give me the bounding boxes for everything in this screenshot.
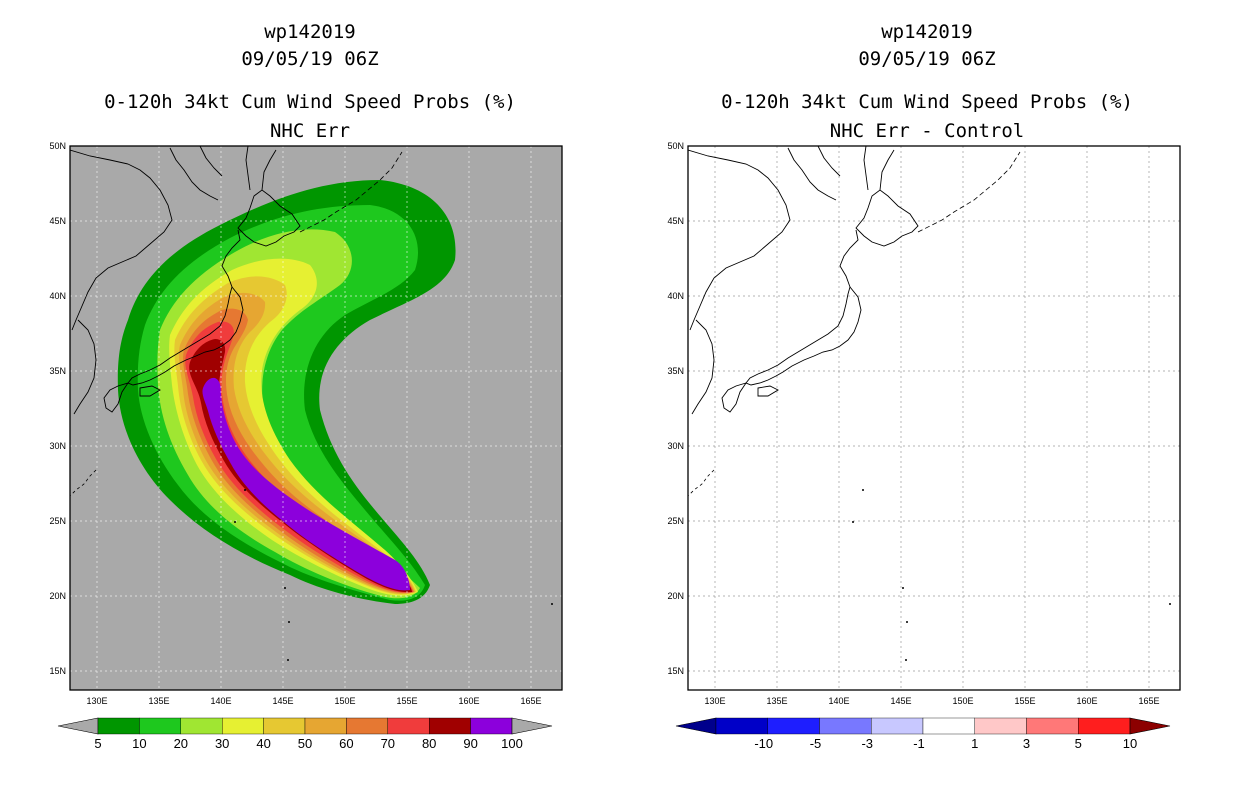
left-colorbar-label: 90 (463, 736, 477, 751)
left-lon-label: 165E (520, 696, 541, 706)
left-lat-label: 25N (49, 516, 66, 526)
right-title-line3: 0-120h 34kt Cum Wind Speed Probs (%) (721, 91, 1133, 113)
right-colorbar-over-arrow (1129, 717, 1171, 735)
left-lat-label: 35N (49, 366, 66, 376)
left-lat-label: 45N (49, 216, 66, 226)
left-colorbar-label: 70 (381, 736, 395, 751)
right-colorbar-label: -3 (861, 736, 873, 751)
right-colorbar-label: 1 (971, 736, 978, 751)
left-lon-label: 130E (86, 696, 107, 706)
right-lat-label: 30N (667, 441, 684, 451)
right-lat-label: 25N (667, 516, 684, 526)
left-colorbar-label: 100 (501, 736, 523, 751)
right-lat-label: 50N (667, 141, 684, 151)
right-lon-label: 135E (766, 696, 787, 706)
right-colorbar-swatch (819, 717, 872, 735)
left-colorbar-label: 50 (298, 736, 312, 751)
left-colorbar-label: 30 (215, 736, 229, 751)
left-lon-label: 145E (272, 696, 293, 706)
right-lon-label: 140E (828, 696, 849, 706)
left-map-panel: 50N 45N 40N 35N 30N 25N 20N 15N 130E 135… (49, 141, 563, 751)
left-colorbar-swatch (429, 717, 471, 735)
right-colorbar-label: 3 (1023, 736, 1030, 751)
right-lat-label: 35N (667, 366, 684, 376)
left-map-frame (69, 145, 563, 691)
left-title-line3: 0-120h 34kt Cum Wind Speed Probs (%) (104, 91, 516, 113)
right-lat-label: 15N (667, 666, 684, 676)
left-colorbar-swatch (346, 717, 388, 735)
left-colorbar-label: 10 (132, 736, 146, 751)
left-colorbar-swatch (221, 717, 264, 735)
right-colorbar-swatch (767, 717, 820, 735)
left-lat-label: 50N (49, 141, 66, 151)
right-colorbar-swatch (1078, 717, 1131, 735)
right-lon-label: 130E (704, 696, 725, 706)
left-lat-label: 20N (49, 591, 66, 601)
left-colorbar-label: 80 (422, 736, 436, 751)
right-lon-label: 155E (1014, 696, 1035, 706)
left-colorbar-swatch (180, 717, 223, 735)
left-colorbar-label: 60 (339, 736, 353, 751)
right-colorbar-label: -10 (754, 736, 773, 751)
left-probability-field (70, 146, 562, 690)
left-colorbar: 5 10 20 30 40 50 60 70 80 90 100 (57, 717, 553, 751)
right-colorbar-swatch (974, 717, 1027, 735)
left-colorbar-label: 20 (174, 736, 188, 751)
left-colorbar-swatch (97, 717, 140, 735)
right-lon-label: 160E (1076, 696, 1097, 706)
left-lon-label: 135E (148, 696, 169, 706)
right-colorbar-label: -5 (810, 736, 822, 751)
left-colorbar-swatch (139, 717, 181, 735)
left-lon-label: 155E (396, 696, 417, 706)
left-colorbar-over-arrow (511, 717, 553, 735)
left-lon-label: 150E (334, 696, 355, 706)
left-colorbar-swatch (263, 717, 306, 735)
right-lon-label: 165E (1138, 696, 1159, 706)
left-colorbar-swatch (470, 717, 513, 735)
right-lat-label: 40N (667, 291, 684, 301)
right-colorbar-swatch (1026, 717, 1079, 735)
left-colorbar-swatch (387, 717, 430, 735)
left-lat-label: 40N (49, 291, 66, 301)
right-title-line4: NHC Err - Control (829, 120, 1025, 142)
left-title-line2: 09/05/19 06Z (241, 48, 379, 70)
left-lat-label: 15N (49, 666, 66, 676)
right-colorbar-label: 5 (1075, 736, 1082, 751)
right-lat-label: 20N (667, 591, 684, 601)
left-colorbar-under-arrow (57, 717, 99, 735)
left-title-line4: NHC Err (269, 120, 351, 142)
right-colorbar-label: 10 (1123, 736, 1137, 751)
right-title-line2: 09/05/19 06Z (858, 48, 996, 70)
left-colorbar-swatch (304, 717, 347, 735)
right-lon-label: 150E (952, 696, 973, 706)
right-lon-label: 145E (890, 696, 911, 706)
left-colorbar-label: 5 (94, 736, 101, 751)
right-colorbar-swatch (871, 717, 924, 735)
right-colorbar: -10 -5 -3 -1 1 3 5 10 (675, 717, 1171, 751)
left-lon-label: 140E (210, 696, 231, 706)
right-colorbar-swatch (715, 717, 768, 735)
right-colorbar-label: -1 (913, 736, 925, 751)
right-title-line1: wp142019 (881, 21, 973, 43)
right-colorbar-under-arrow (675, 717, 717, 735)
left-colorbar-label: 40 (256, 736, 270, 751)
left-title-line1: wp142019 (264, 21, 356, 43)
right-map-frame (687, 145, 1181, 691)
right-colorbar-swatch (922, 717, 975, 735)
left-lon-label: 160E (458, 696, 479, 706)
right-map-background (688, 146, 1180, 690)
right-lat-label: 45N (667, 216, 684, 226)
right-map-panel: 50N 45N 40N 35N 30N 25N 20N 15N 130E 135… (667, 141, 1181, 751)
left-lat-label: 30N (49, 441, 66, 451)
